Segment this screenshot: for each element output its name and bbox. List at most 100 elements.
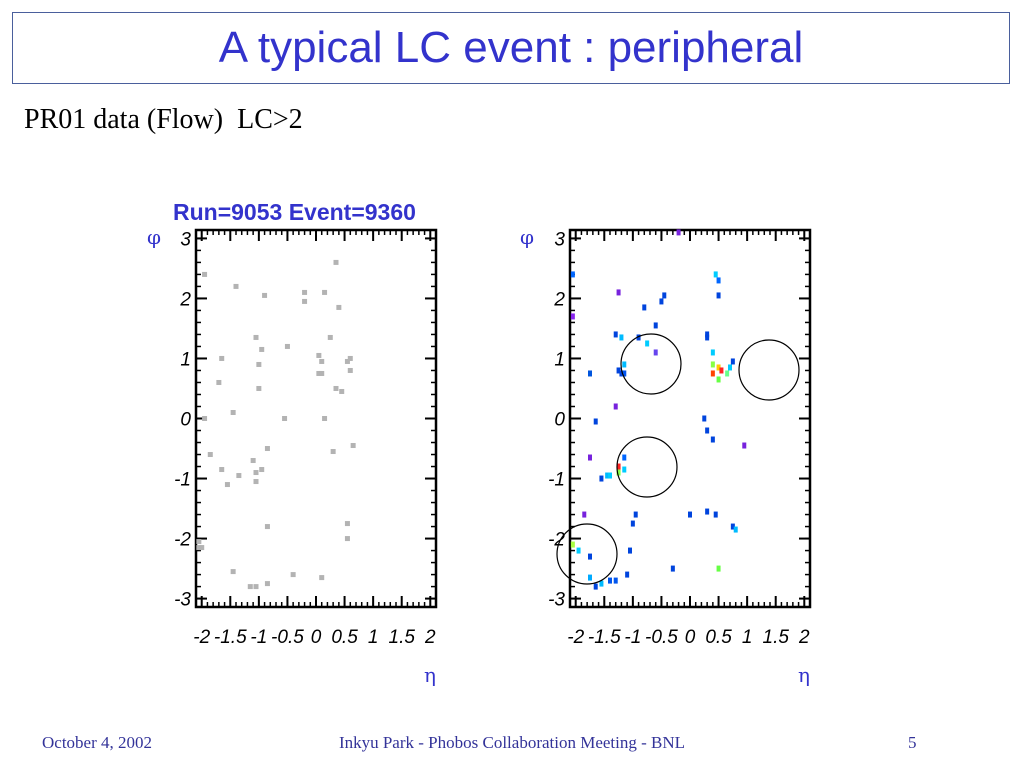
data-point xyxy=(330,449,336,455)
data-point xyxy=(710,361,715,368)
y-axis-label: φ xyxy=(147,225,161,249)
data-point xyxy=(264,446,270,452)
x-tick-label: 2 xyxy=(424,627,436,648)
data-point xyxy=(622,361,627,368)
y-tick-label: 2 xyxy=(553,289,565,310)
data-point xyxy=(570,313,575,320)
data-point xyxy=(588,370,592,377)
data-point xyxy=(219,355,225,361)
data-point xyxy=(253,584,259,590)
x-tick-label: 1 xyxy=(368,627,379,648)
x-axis-label: η xyxy=(424,663,436,687)
data-point xyxy=(719,367,724,374)
data-point xyxy=(653,322,658,329)
y-tick-label: -2 xyxy=(174,530,191,551)
data-point xyxy=(622,466,627,473)
footer-page-number: 5 xyxy=(908,733,917,752)
data-point xyxy=(716,364,721,371)
data-point xyxy=(302,289,308,295)
cluster-circle xyxy=(616,436,678,498)
data-point xyxy=(344,358,350,364)
data-point xyxy=(633,511,638,518)
y-tick-label: 3 xyxy=(554,229,565,250)
y-tick-label: 2 xyxy=(179,289,191,310)
data-point xyxy=(593,418,598,425)
data-point xyxy=(742,442,747,449)
data-point xyxy=(588,574,592,581)
y-tick-label: 1 xyxy=(554,349,565,370)
data-point xyxy=(653,349,658,356)
data-point xyxy=(619,370,624,377)
data-point xyxy=(588,454,592,461)
data-point xyxy=(250,458,256,464)
x-tick-label: -1.5 xyxy=(588,627,621,648)
x-tick-label: -0.5 xyxy=(271,627,304,648)
chart-title: Run=9053 Event=9360 xyxy=(173,199,416,225)
data-point xyxy=(344,536,350,542)
data-point xyxy=(327,334,333,340)
data-point xyxy=(202,271,208,277)
data-point xyxy=(322,289,328,295)
data-point xyxy=(710,349,715,356)
data-point xyxy=(662,292,667,299)
data-point xyxy=(593,583,598,590)
data-point xyxy=(670,565,675,572)
data-point xyxy=(256,385,262,391)
data-point xyxy=(582,511,587,518)
x-tick-label: -2 xyxy=(567,627,584,648)
data-point xyxy=(316,352,322,358)
data-point xyxy=(616,289,621,296)
y-tick-label: -3 xyxy=(174,590,191,611)
data-point xyxy=(710,370,715,377)
data-point xyxy=(199,545,205,551)
data-point xyxy=(219,467,225,473)
data-point xyxy=(316,370,322,376)
data-point xyxy=(322,416,328,421)
data-point xyxy=(613,331,618,338)
slide-subtitle: PR01 data (Flow) LC>2 xyxy=(24,104,303,135)
data-point xyxy=(628,547,632,554)
data-point xyxy=(236,473,242,479)
data-point xyxy=(224,482,230,488)
x-tick-label: -1 xyxy=(250,627,267,648)
data-point xyxy=(570,271,575,278)
x-tick-label: 1.5 xyxy=(763,627,790,648)
x-tick-label: 0.5 xyxy=(705,627,732,648)
data-point xyxy=(570,541,575,548)
data-point xyxy=(725,370,730,377)
y-axis-label: φ xyxy=(520,225,534,249)
data-point xyxy=(333,259,339,265)
data-point xyxy=(333,385,339,391)
data-point xyxy=(616,469,621,476)
data-point xyxy=(262,292,268,298)
footer-date: October 4, 2002 xyxy=(42,733,153,752)
x-axis-label: η xyxy=(798,663,810,687)
data-point xyxy=(233,283,239,289)
y-tick-label: -3 xyxy=(548,590,565,611)
data-point xyxy=(702,415,707,422)
x-tick-label: 0 xyxy=(311,627,322,648)
data-point xyxy=(202,416,208,421)
data-point xyxy=(264,581,270,587)
data-point xyxy=(710,436,715,443)
x-tick-label: 0.5 xyxy=(331,627,358,648)
data-point xyxy=(636,334,641,341)
data-point xyxy=(344,521,350,527)
data-point xyxy=(730,358,735,365)
data-point xyxy=(716,565,721,572)
data-point xyxy=(264,524,270,530)
data-point xyxy=(319,358,325,364)
data-point xyxy=(625,571,630,578)
x-tick-label: -1.5 xyxy=(214,627,247,648)
cluster-circle xyxy=(556,523,618,585)
data-point xyxy=(705,508,710,515)
data-point xyxy=(207,452,213,458)
data-point xyxy=(302,298,308,304)
data-point xyxy=(716,376,721,383)
chart-canvas: Run=9053 Event=9360 -2 -1.5 -1 -0.5 0 0.5 1 1.5… xyxy=(147,199,812,687)
data-point xyxy=(705,331,710,338)
data-point xyxy=(230,409,236,415)
x-tick-label: -2 xyxy=(193,627,210,648)
data-point xyxy=(576,547,581,554)
